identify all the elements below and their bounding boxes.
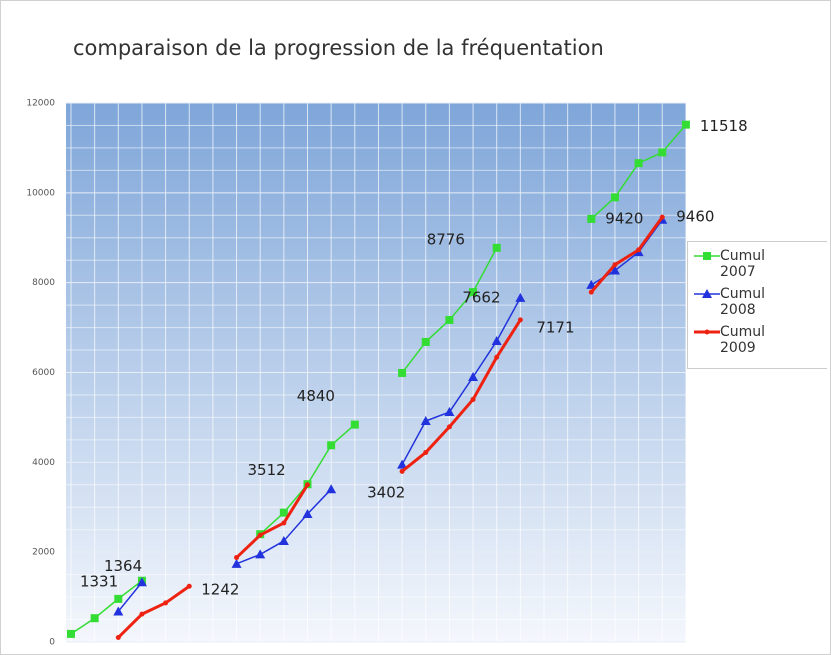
point xyxy=(492,243,501,252)
data-label: 4840 xyxy=(297,387,335,405)
point xyxy=(257,532,263,538)
legend-marker xyxy=(703,252,711,260)
y-tick-label: 10000 xyxy=(26,188,55,198)
legend: Cumul 2007 Cumul 2008 Cumul 2009 xyxy=(687,241,827,369)
y-tick-label: 4000 xyxy=(32,458,55,468)
point xyxy=(610,193,619,202)
data-label: 7171 xyxy=(536,318,574,336)
legend-item: Cumul 2008 xyxy=(694,286,827,318)
point xyxy=(517,317,523,323)
point xyxy=(281,520,287,526)
point xyxy=(612,262,618,268)
point xyxy=(350,420,359,429)
point xyxy=(113,606,124,616)
data-label: 11518 xyxy=(700,117,748,135)
point xyxy=(398,368,407,377)
point xyxy=(658,148,667,157)
point xyxy=(444,407,455,417)
data-label: 3512 xyxy=(248,461,286,479)
point xyxy=(681,120,690,129)
point xyxy=(468,371,479,381)
point xyxy=(231,558,242,568)
point xyxy=(234,555,240,561)
point xyxy=(397,459,408,469)
point xyxy=(470,396,476,402)
point xyxy=(588,289,594,295)
legend-swatch xyxy=(694,289,720,298)
point xyxy=(491,336,502,346)
legend-marker xyxy=(704,329,710,335)
point xyxy=(67,629,75,638)
point xyxy=(302,508,313,518)
data-label: 3402 xyxy=(367,484,405,502)
y-tick-label: 2000 xyxy=(32,548,55,558)
y-tick-label: 6000 xyxy=(32,368,55,378)
point xyxy=(186,583,192,589)
point xyxy=(255,549,266,559)
y-tick-label: 12000 xyxy=(26,99,55,109)
point xyxy=(90,614,99,623)
legend-item: Cumul 2007 xyxy=(694,248,827,280)
point xyxy=(163,600,169,606)
point xyxy=(587,214,596,223)
point xyxy=(399,468,405,474)
series-line xyxy=(117,216,664,639)
point xyxy=(114,594,123,603)
data-label: 7662 xyxy=(462,288,500,306)
point xyxy=(586,279,597,289)
point xyxy=(636,247,642,253)
data-label: 1242 xyxy=(201,581,239,599)
point xyxy=(446,424,452,430)
data-label: 1364 xyxy=(104,557,142,575)
legend-label: Cumul 2007 xyxy=(720,248,766,280)
legend-item: Cumul 2009 xyxy=(694,324,827,356)
legend-marker xyxy=(702,289,712,298)
point xyxy=(515,292,526,302)
point xyxy=(494,354,500,360)
legend-swatch xyxy=(694,252,720,260)
data-label: 8776 xyxy=(427,230,465,248)
data-label: 1331 xyxy=(80,573,118,591)
point xyxy=(279,508,288,517)
point xyxy=(326,484,337,494)
y-tick-label: 8000 xyxy=(32,278,55,288)
chart-title: comparaison de la progression de la fréq… xyxy=(73,36,604,60)
point xyxy=(421,337,430,346)
y-tick-label: 0 xyxy=(49,638,55,648)
point xyxy=(115,635,121,641)
point xyxy=(609,265,620,275)
point xyxy=(139,611,145,617)
data-label: 9460 xyxy=(676,208,714,226)
point xyxy=(469,288,478,297)
point xyxy=(423,449,429,455)
legend-label: Cumul 2008 xyxy=(720,286,766,318)
legend-label: Cumul 2009 xyxy=(720,324,766,356)
point xyxy=(445,315,454,324)
point xyxy=(305,482,310,488)
point xyxy=(327,441,336,450)
data-label: 9420 xyxy=(605,209,643,227)
point xyxy=(136,577,147,587)
point xyxy=(634,159,643,168)
legend-swatch xyxy=(694,329,720,335)
point xyxy=(278,535,289,545)
point xyxy=(420,416,431,426)
point xyxy=(659,214,665,220)
